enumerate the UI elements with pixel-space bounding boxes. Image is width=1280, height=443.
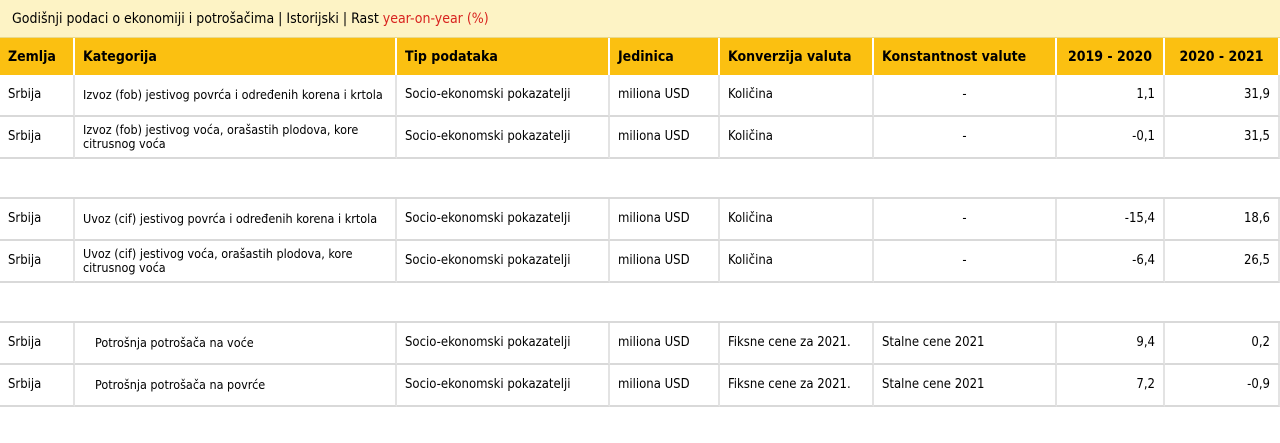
cell-konverzija: Količina [720,199,874,241]
cell-konverzija: Količina [720,75,874,117]
cell-zemlja: Srbija [0,323,75,365]
cell-2019-2020: 1,1 [1057,75,1165,117]
col-header-2019-2020: 2019 - 2020 [1057,38,1165,75]
spacer-row [0,159,1280,199]
cell-zemlja: Srbija [0,117,75,159]
cell-tip: Socio-ekonomski pokazatelji [397,241,610,283]
cell-kategorija: Izvoz (fob) jestivog povrća i određenih … [75,75,397,117]
header-row: Zemlja Kategorija Tip podataka Jedinica … [0,38,1280,75]
cell-tip: Socio-ekonomski pokazatelji [397,199,610,241]
cell-konstantnost: - [874,241,1057,283]
cell-zemlja: Srbija [0,75,75,117]
cell-tip: Socio-ekonomski pokazatelji [397,365,610,407]
col-header-konverzija: Konverzija valuta [720,38,874,75]
cell-2020-2021: -0,9 [1165,365,1280,407]
cell-konverzija: Fiksne cene za 2021. [720,323,874,365]
cell-konstantnost: Stalne cene 2021 [874,323,1057,365]
cell-jedinica: miliona USD [610,199,720,241]
cell-2019-2020: 7,2 [1057,365,1165,407]
cell-tip: Socio-ekonomski pokazatelji [397,75,610,117]
cell-jedinica: miliona USD [610,75,720,117]
title-main: Godišnji podaci o ekonomiji i potrošačim… [12,10,379,27]
title-accent: year-on-year (%) [382,10,489,27]
cell-kategorija: Potrošnja potrošača na voće [75,323,397,365]
cell-kategorija: Uvoz (cif) jestivog povrća i određenih k… [75,199,397,241]
table-row: Srbija Potrošnja potrošača na povrće Soc… [0,365,1280,407]
cell-jedinica: miliona USD [610,365,720,407]
cell-zemlja: Srbija [0,365,75,407]
cell-konstantnost: - [874,75,1057,117]
cell-zemlja: Srbija [0,199,75,241]
cell-jedinica: miliona USD [610,323,720,365]
cell-konverzija: Fiksne cene za 2021. [720,365,874,407]
cell-kategorija: Uvoz (cif) jestivog voća, orašastih plod… [75,241,397,283]
cell-2020-2021: 0,2 [1165,323,1280,365]
cell-2020-2021: 18,6 [1165,199,1280,241]
spacer-row [0,283,1280,323]
cell-tip: Socio-ekonomski pokazatelji [397,117,610,159]
data-table: Zemlja Kategorija Tip podataka Jedinica … [0,38,1280,407]
table-row: Srbija Uvoz (cif) jestivog voća, orašast… [0,241,1280,283]
cell-2020-2021: 26,5 [1165,241,1280,283]
col-header-zemlja: Zemlja [0,38,75,75]
cell-2019-2020: -0,1 [1057,117,1165,159]
cell-zemlja: Srbija [0,241,75,283]
table-row: Srbija Uvoz (cif) jestivog povrća i odre… [0,199,1280,241]
cell-kategorija: Izvoz (fob) jestivog voća, orašastih plo… [75,117,397,159]
col-header-kategorija: Kategorija [75,38,397,75]
col-header-tip: Tip podataka [397,38,610,75]
col-header-2020-2021: 2020 - 2021 [1165,38,1280,75]
cell-konverzija: Količina [720,241,874,283]
cell-konstantnost: - [874,199,1057,241]
cell-2019-2020: -15,4 [1057,199,1165,241]
table-title: Godišnji podaci o ekonomiji i potrošačim… [0,0,1280,38]
table-row: Srbija Potrošnja potrošača na voće Socio… [0,323,1280,365]
cell-2020-2021: 31,5 [1165,117,1280,159]
cell-tip: Socio-ekonomski pokazatelji [397,323,610,365]
cell-konstantnost: - [874,117,1057,159]
cell-jedinica: miliona USD [610,241,720,283]
cell-2019-2020: 9,4 [1057,323,1165,365]
col-header-jedinica: Jedinica [610,38,720,75]
cell-kategorija: Potrošnja potrošača na povrće [75,365,397,407]
cell-konverzija: Količina [720,117,874,159]
col-header-konstantnost: Konstantnost valute [874,38,1057,75]
cell-2020-2021: 31,9 [1165,75,1280,117]
table-row: Srbija Izvoz (fob) jestivog voća, orašas… [0,117,1280,159]
table-row: Srbija Izvoz (fob) jestivog povrća i odr… [0,75,1280,117]
cell-2019-2020: -6,4 [1057,241,1165,283]
cell-konstantnost: Stalne cene 2021 [874,365,1057,407]
cell-jedinica: miliona USD [610,117,720,159]
